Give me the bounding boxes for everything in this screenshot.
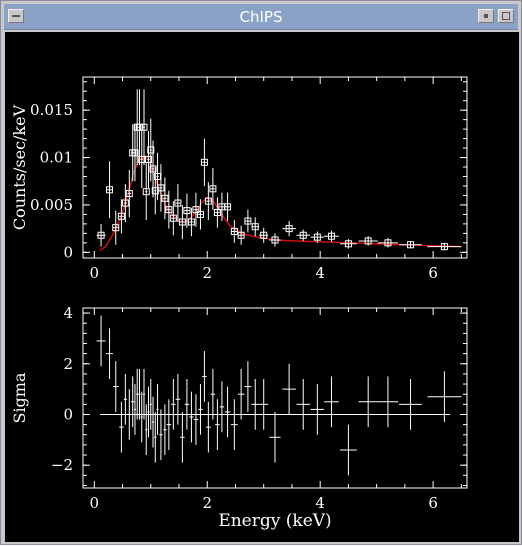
x-tick-label: 2 <box>202 494 212 512</box>
data-point-marker <box>131 149 139 157</box>
x-tick-label: 4 <box>315 494 325 512</box>
data-point-marker <box>285 225 293 233</box>
x-tick-label: 0 <box>90 494 100 512</box>
model-line <box>99 154 462 252</box>
data-point-marker <box>178 218 186 226</box>
data-point-marker <box>364 237 372 245</box>
data-point-marker <box>344 240 352 248</box>
data-point-marker <box>200 158 208 166</box>
data-point-marker <box>299 231 307 239</box>
data-point-marker <box>204 197 212 205</box>
y-tick-label: 4 <box>63 304 73 322</box>
y-tick-label: 0.015 <box>30 101 73 119</box>
data-point-marker <box>187 218 195 226</box>
residuals-y-axis-label: Sigma <box>10 372 29 423</box>
data-point-marker <box>327 232 335 240</box>
data-point-marker <box>271 236 279 244</box>
data-point-marker <box>169 214 177 222</box>
data-point-marker <box>142 188 150 196</box>
data-point-marker <box>147 146 155 154</box>
data-point-marker <box>260 231 268 239</box>
title-bar[interactable]: ChIPS <box>4 4 518 30</box>
data-point-marker <box>138 155 146 163</box>
data-point-marker <box>121 199 129 207</box>
data-point-marker <box>251 223 259 231</box>
maximize-icon[interactable] <box>498 9 514 23</box>
data-point-marker <box>440 243 448 251</box>
data-point-marker <box>313 233 321 241</box>
data-point-marker <box>244 217 252 225</box>
y-tick-label: −2 <box>51 456 73 474</box>
spectrum-y-axis-label: Counts/sec/keV <box>10 104 29 230</box>
data-point-marker <box>165 206 173 214</box>
spectrum-axes-frame <box>82 76 468 259</box>
residuals-x-axis-label: Energy (keV) <box>218 511 331 531</box>
data-point-marker <box>230 227 238 235</box>
residuals-axes-frame <box>82 307 468 489</box>
x-tick-label: 2 <box>202 264 212 282</box>
minimize-icon[interactable] <box>478 9 494 23</box>
x-tick-label: 6 <box>428 264 438 282</box>
data-point-marker <box>196 210 204 218</box>
y-tick-label: 0.005 <box>30 196 73 214</box>
data-point-marker <box>145 155 153 163</box>
data-point-marker <box>117 212 125 220</box>
data-point-marker <box>125 190 133 198</box>
data-point-marker <box>97 231 105 239</box>
data-point-marker <box>112 224 120 232</box>
data-point-marker <box>174 199 182 207</box>
data-point-marker <box>407 241 415 249</box>
data-point-marker <box>192 206 200 214</box>
y-tick-label: 0 <box>63 405 73 423</box>
data-point-marker <box>384 239 392 247</box>
data-point-marker <box>209 185 217 193</box>
y-tick-label: 0 <box>63 243 73 261</box>
x-tick-label: 0 <box>90 264 100 282</box>
y-tick-label: 2 <box>63 355 73 373</box>
data-point-marker <box>213 209 221 217</box>
data-point-marker <box>237 231 245 239</box>
data-point-marker <box>161 194 169 202</box>
x-tick-label: 4 <box>315 264 325 282</box>
data-point-marker <box>106 186 114 194</box>
x-tick-label: 6 <box>428 494 438 512</box>
data-point-marker <box>140 123 148 131</box>
window-menu-icon[interactable] <box>8 9 24 23</box>
window-title: ChIPS <box>239 8 283 26</box>
data-point-marker <box>183 207 191 215</box>
plot-area: 0 2 4 6 0 0.005 0.01 0.015 Counts/sec/keV 0 2 4 6 −2 0… <box>5 32 519 542</box>
y-tick-label: 0.01 <box>40 149 73 167</box>
data-point-marker <box>149 165 157 173</box>
data-point-marker <box>157 184 165 192</box>
data-point-marker <box>224 203 232 211</box>
data-point-marker <box>135 123 143 131</box>
